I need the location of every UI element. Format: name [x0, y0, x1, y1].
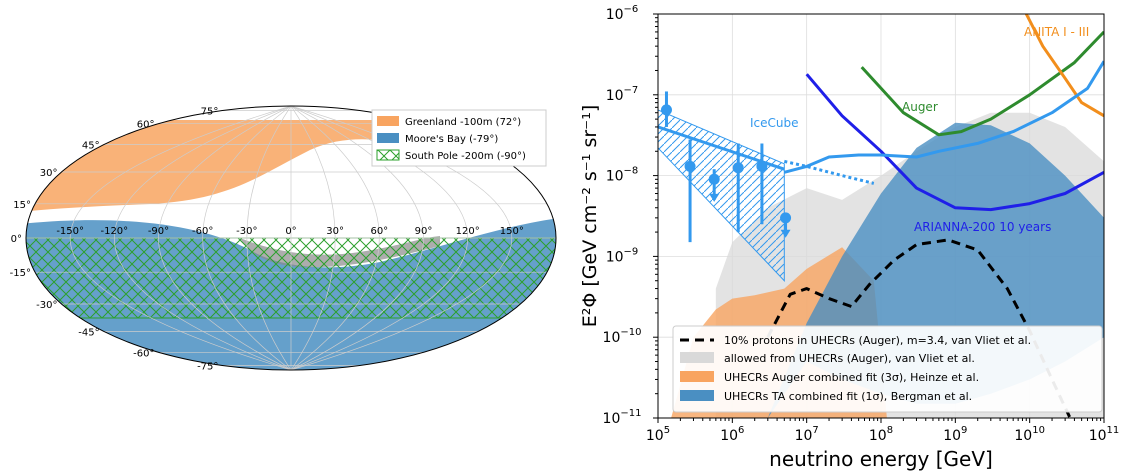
legend-swatch-allowed	[680, 352, 714, 363]
y-tick-label: 10−8	[606, 166, 639, 185]
annotation-arianna: ARIANNA-200 10 years	[914, 220, 1051, 234]
y-tick-label: 10−6	[606, 4, 639, 23]
x-tick-label: 107	[795, 425, 819, 444]
longitude-tick-label: -150°	[56, 226, 84, 237]
longitude-tick-label: 30°	[326, 226, 344, 237]
latitude-tick-label: -30°	[36, 300, 57, 311]
x-tick-label: 1011	[1089, 425, 1120, 444]
longitude-tick-label: 150°	[500, 226, 524, 237]
legend-label-moores-bay: Moore's Bay (-79°)	[405, 134, 498, 145]
y-tick-label: 10−9	[606, 246, 639, 265]
y-tick-label: 10−10	[603, 327, 642, 346]
latitude-tick-label: -45°	[78, 327, 99, 338]
legend-swatch-greenland	[377, 116, 399, 126]
series-line-2	[860, 30, 1104, 137]
latitude-tick-label: 60°	[137, 120, 155, 131]
icecube-data-point	[708, 173, 720, 185]
longitude-tick-label: -90°	[148, 226, 169, 237]
icecube-data-point	[660, 104, 672, 116]
latitude-tick-label: -15°	[10, 268, 31, 279]
longitude-tick-label: -30°	[236, 226, 257, 237]
icecube-data-point	[732, 162, 744, 174]
x-axis-label: neutrino energy [GeV]	[769, 447, 993, 471]
legend-swatch-south-pole	[376, 149, 400, 161]
sky-map-outline	[25, 105, 557, 371]
sky-map: -150° -120° -90° -60° -30° 0° 30° 60° 90° 120° 150…	[10, 105, 557, 373]
latitude-tick-label: -75°	[197, 362, 218, 373]
latitude-tick-label: 45°	[82, 141, 100, 152]
legend-label-greenland: Greenland -100m (72°)	[405, 117, 521, 128]
latitude-tick-label: 30°	[40, 168, 58, 179]
x-tick-label: 109	[943, 425, 967, 444]
legend-label-bergman: UHECRs TA combined fit (1σ), Bergman et …	[724, 390, 972, 403]
legend-swatch-bergman	[680, 390, 714, 401]
legend-label-protons: 10% protons in UHECRs (Auger), m=3.4, va…	[724, 334, 1031, 347]
annotation-auger: Auger	[902, 100, 938, 114]
latitude-tick-label: -60°	[133, 348, 154, 359]
icecube-data-point	[780, 212, 792, 224]
y-axis-label: E²Φ [GeV cm⁻² s⁻¹ sr⁻¹]	[579, 105, 601, 327]
icecube-data-point	[756, 160, 768, 172]
annotation-icecube: IceCube	[750, 116, 799, 130]
sky-map-legend: Greenland -100m (72°) Moore's Bay (-79°)…	[371, 109, 547, 167]
legend-swatch-moores-bay	[377, 133, 399, 143]
annotation-anita: ANITA I - III	[1024, 25, 1089, 39]
legend-label-allowed: allowed from UHECRs (Auger), van Vliet e…	[724, 352, 975, 365]
x-tick-label: 1010	[1014, 425, 1045, 444]
latitude-tick-label: 15°	[13, 200, 31, 211]
x-tick-label: 105	[646, 425, 670, 444]
y-tick-label: 10−7	[606, 85, 639, 104]
x-tick-label: 108	[869, 425, 893, 444]
longitude-tick-label: 120°	[456, 226, 480, 237]
upper-limit-arrow	[780, 229, 791, 238]
y-tick-label: 10−11	[603, 408, 642, 427]
chart-legend: 10% protons in UHECRs (Auger), m=3.4, va…	[672, 325, 1103, 413]
longitude-tick-label: -60°	[192, 226, 213, 237]
upper-limit-arrow	[709, 193, 720, 202]
series-line-1	[805, 73, 1104, 212]
longitude-tick-label: 0°	[285, 226, 296, 237]
longitude-tick-label: 90°	[415, 226, 433, 237]
x-tick-label: 106	[720, 425, 744, 444]
legend-label-heinze: UHECRs Auger combined fit (3σ), Heinze e…	[724, 371, 979, 384]
sky-grid	[26, 106, 556, 370]
icecube-data-point	[684, 160, 696, 172]
legend-label-south-pole: South Pole -200m (-90°)	[405, 151, 526, 162]
flux-chart: 105 106 107 108 109 1010 1011 10−11 10−10 10−9 10…	[579, 4, 1119, 471]
series-line-4	[783, 60, 1104, 174]
longitude-tick-label: -120°	[100, 226, 128, 237]
longitude-tick-label: 60°	[370, 226, 388, 237]
latitude-tick-label: 75°	[201, 106, 219, 117]
legend-swatch-heinze	[680, 371, 714, 382]
south-pole-region	[26, 238, 556, 318]
latitude-tick-label: 0°	[11, 234, 22, 245]
series-line-3	[1024, 14, 1104, 118]
